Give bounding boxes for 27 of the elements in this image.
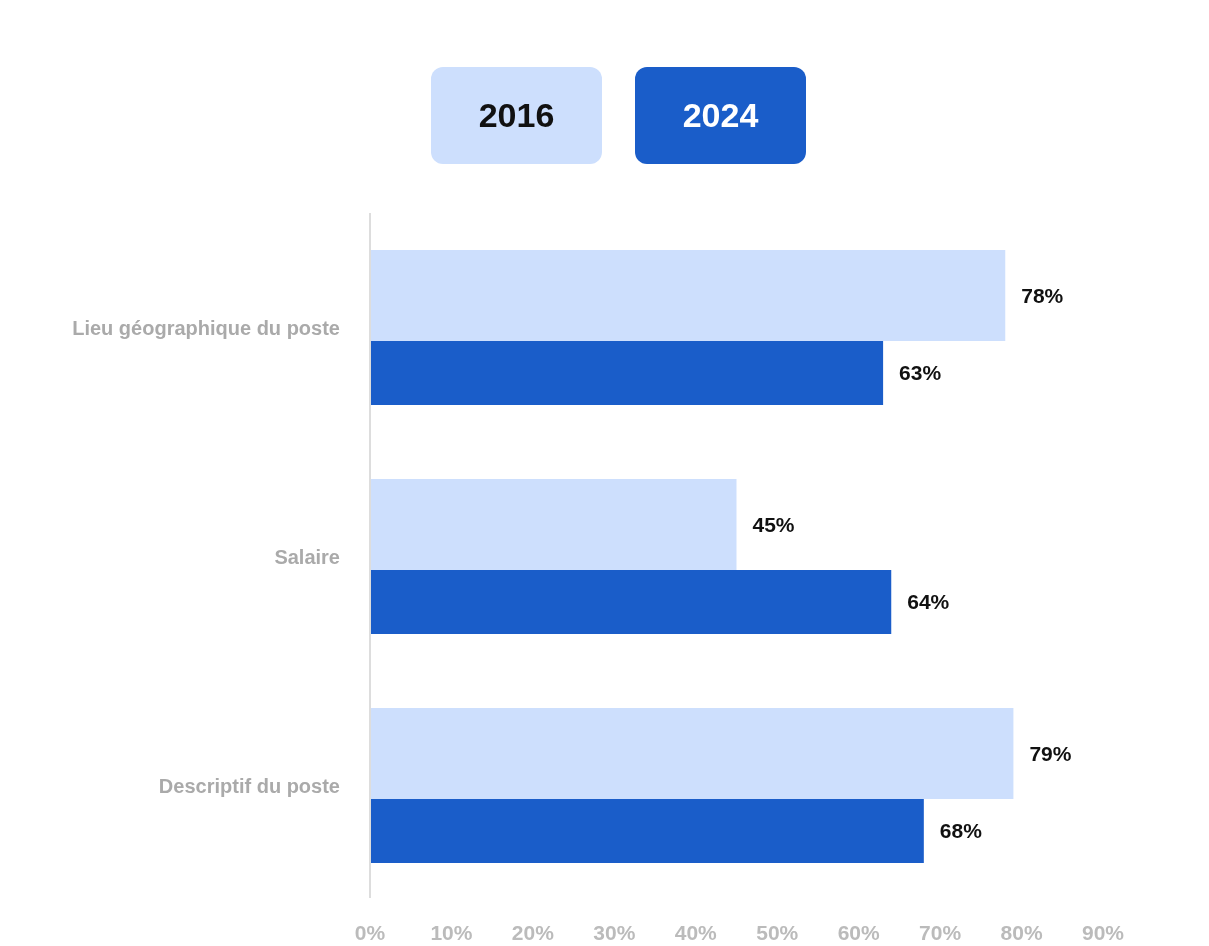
text: 2016: [478, 96, 555, 134]
text: 63%: [899, 361, 942, 384]
y-tick-label: Lieu géographique du poste: [72, 317, 340, 339]
x-tick-label: 50%: [756, 921, 799, 944]
x-tick-label: 90%: [1081, 921, 1125, 944]
text: 79%: [1029, 741, 1072, 765]
x-tick-label: 20%: [511, 921, 555, 944]
bar: [370, 479, 737, 570]
bar: [370, 708, 1014, 799]
bar: [370, 799, 924, 863]
bar: [370, 250, 1006, 341]
x-tick-label: 60%: [837, 921, 881, 944]
bar: [370, 570, 892, 634]
x-tick-label: 80%: [1000, 921, 1043, 944]
text: 68%: [939, 819, 982, 842]
text: 64%: [907, 590, 950, 613]
text: 78%: [1021, 283, 1064, 307]
text: 2024: [682, 96, 759, 134]
bar: [370, 341, 884, 405]
x-tick-label: 0%: [354, 921, 386, 944]
x-tick-label: 70%: [919, 921, 962, 944]
text: 45%: [752, 512, 795, 536]
x-tick-label: 10%: [430, 921, 473, 944]
y-tick-label: Descriptif du poste: [158, 775, 340, 797]
x-tick-label: 30%: [593, 921, 636, 944]
x-tick-label: 40%: [674, 921, 718, 944]
y-tick-label: Salaire: [274, 546, 340, 568]
